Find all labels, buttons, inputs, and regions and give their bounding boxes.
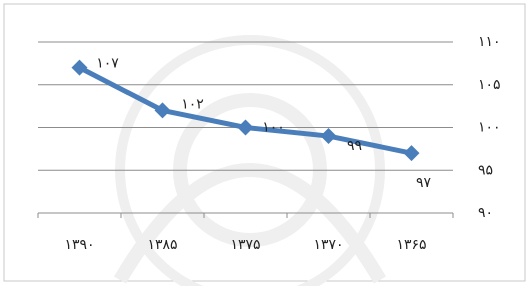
data-label: ۹۹ <box>347 138 362 154</box>
y-tick-label: ۹۰ <box>478 205 493 221</box>
y-tick-label: ۱۰۰ <box>478 120 501 136</box>
x-tick-label: ۱۳۶۵ <box>396 237 426 253</box>
data-label: ۱۰۷ <box>96 56 119 72</box>
data-label: ۹۷ <box>416 175 432 191</box>
y-tick-label: ۱۰۵ <box>478 77 501 93</box>
data-label: ۱۰۲ <box>181 96 204 112</box>
chart: ۹۰ ۹۵ ۱۰۰ ۱۰۵ ۱۱۰ ۱۳۹۰ ۱۳۸۵ ۱۳۷۵ ۱۳۷۰ ۱۳۶۵ ۱۰۷ ۱۰۲ ۱… <box>0 0 531 286</box>
x-tick-label: ۱۳۸۵ <box>147 237 177 253</box>
y-tick-label: ۹۵ <box>478 162 493 178</box>
x-tick-label: ۱۳۷۵ <box>230 237 260 253</box>
x-tick-label: ۱۳۷۰ <box>313 237 343 253</box>
x-tick-label: ۱۳۹۰ <box>64 237 94 253</box>
y-tick-label: ۱۱۰ <box>478 34 501 50</box>
data-label: ۱۰۰ <box>262 120 285 136</box>
